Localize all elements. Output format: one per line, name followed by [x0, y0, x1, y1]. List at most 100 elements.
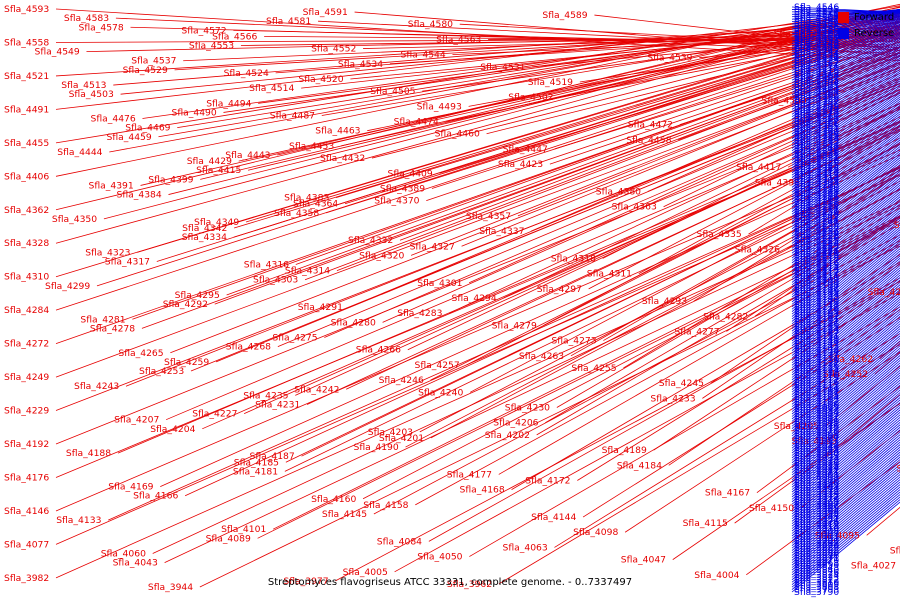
reverse-gene-label[interactable]: Sfla_3809	[794, 580, 839, 591]
forward-gene-label[interactable]: Sfla_4358	[274, 208, 319, 219]
reverse-gene-label[interactable]: Sfla_4251	[794, 204, 839, 215]
forward-gene-label[interactable]: Sfla_4275	[272, 333, 317, 344]
forward-gene-label[interactable]: Sfla_4295	[175, 290, 220, 301]
forward-gene-label[interactable]: Sfla_4342	[182, 223, 227, 234]
forward-gene-label[interactable]: Sfla_4444	[57, 147, 102, 158]
forward-gene-label[interactable]: Sfla_4417	[736, 162, 781, 173]
forward-gene-label[interactable]: Sfla_4311	[587, 269, 632, 280]
reverse-gene-label[interactable]: Sfla_4392	[794, 90, 839, 101]
reverse-gene-label[interactable]: Sfla_4222	[794, 243, 839, 254]
forward-gene-label[interactable]: Sfla_4077	[4, 539, 49, 550]
reverse-gene-label[interactable]: Sfla_3989	[794, 480, 839, 491]
reverse-gene-label[interactable]: Sfla_4068	[794, 431, 839, 442]
reverse-gene-label[interactable]: Sfla_4404	[794, 78, 839, 89]
reverse-gene-label[interactable]: Sfla_3810	[794, 577, 839, 588]
forward-gene-label[interactable]: Sfla_3944	[148, 582, 193, 593]
forward-gene-label[interactable]: Sfla_4363	[612, 202, 657, 213]
reverse-gene-label[interactable]: Sfla_4361	[794, 124, 839, 135]
reverse-gene-label[interactable]: Sfla_4400	[794, 85, 839, 96]
forward-gene-label[interactable]: Sfla_4176	[4, 473, 49, 484]
forward-gene-label[interactable]: Sfla_4346	[894, 220, 900, 231]
forward-gene-label[interactable]: Sfla_4027	[851, 561, 896, 572]
reverse-gene-label[interactable]: Sfla_3903	[794, 531, 839, 542]
reverse-gene-label[interactable]: Sfla_4369	[794, 112, 839, 123]
forward-gene-label[interactable]: Sfla_4455	[4, 138, 49, 149]
reverse-gene-label[interactable]: Sfla_4434	[794, 48, 839, 59]
reverse-gene-label[interactable]: Sfla_4250	[794, 207, 839, 218]
forward-gene-label[interactable]: Sfla_4503	[69, 89, 114, 100]
forward-gene-label[interactable]: Sfla_4337	[479, 226, 524, 237]
reverse-gene-label[interactable]: Sfla_4173	[794, 302, 839, 313]
reverse-gene-label[interactable]: Sfla_4405	[794, 75, 839, 86]
forward-gene-label[interactable]: Sfla_4323	[85, 247, 130, 258]
forward-gene-label[interactable]: Sfla_4460	[435, 129, 480, 140]
reverse-gene-label[interactable]: Sfla_4388	[794, 95, 839, 106]
forward-gene-label[interactable]: Sfla_4380	[596, 187, 641, 198]
reverse-gene-label[interactable]: Sfla_4419	[794, 63, 839, 74]
forward-gene-label[interactable]: Sfla_4182	[897, 463, 900, 474]
forward-gene-label[interactable]: Sfla_4202	[485, 430, 530, 441]
forward-gene-label[interactable]: Sfla_4474	[394, 117, 439, 128]
reverse-gene-label[interactable]: Sfla_3990	[794, 477, 839, 488]
reverse-gene-label[interactable]: Sfla_4170	[794, 304, 839, 315]
reverse-gene-label[interactable]: Sfla_3870	[794, 555, 839, 566]
forward-gene-label[interactable]: Sfla_4205	[774, 421, 819, 432]
forward-gene-label[interactable]: Sfla_4513	[61, 80, 106, 91]
reverse-gene-label[interactable]: Sfla_4496	[794, 17, 839, 28]
reverse-gene-label[interactable]: Sfla_4022	[794, 465, 839, 476]
forward-gene-label[interactable]: Sfla_4145	[322, 509, 367, 520]
reverse-gene-label[interactable]: Sfla_4119	[794, 373, 839, 384]
forward-gene-label[interactable]: Sfla_4314	[285, 266, 330, 277]
reverse-gene-label[interactable]: Sfla_4153	[794, 326, 839, 337]
reverse-gene-label[interactable]: Sfla_4356	[794, 129, 839, 140]
forward-gene-label[interactable]: Sfla_4063	[503, 543, 548, 554]
forward-gene-label[interactable]: Sfla_4201	[379, 433, 424, 444]
reverse-gene-label[interactable]: Sfla_4099	[794, 402, 839, 413]
forward-gene-label[interactable]: Sfla_4539	[647, 53, 692, 64]
forward-gene-label[interactable]: Sfla_4494	[206, 98, 251, 109]
forward-gene-label[interactable]: Sfla_4133	[56, 515, 101, 526]
reverse-gene-label[interactable]: Sfla_4080	[794, 416, 839, 427]
reverse-gene-label[interactable]: Sfla_4198	[794, 280, 839, 291]
forward-gene-label[interactable]: Sfla_4490	[172, 107, 217, 118]
forward-gene-label[interactable]: Sfla_4558	[4, 38, 49, 49]
reverse-gene-label[interactable]: Sfla_3910	[794, 524, 839, 535]
forward-gene-label[interactable]: Sfla_4089	[206, 533, 251, 544]
reverse-gene-label[interactable]: Sfla_4446	[794, 41, 839, 52]
forward-gene-label[interactable]: Sfla_4172	[525, 476, 570, 487]
reverse-gene-label[interactable]: Sfla_4163	[794, 309, 839, 320]
forward-gene-label[interactable]: Sfla_4521	[4, 71, 49, 82]
forward-gene-label[interactable]: Sfla_4563	[436, 34, 481, 45]
reverse-gene-label[interactable]: Sfla_4048	[794, 441, 839, 452]
forward-gene-label[interactable]: Sfla_4150	[749, 503, 794, 514]
reverse-gene-label[interactable]: Sfla_4454	[794, 36, 839, 47]
forward-gene-label[interactable]: Sfla_4349	[194, 217, 239, 228]
reverse-gene-label[interactable]: Sfla_4368	[794, 114, 839, 125]
reverse-gene-label[interactable]: Sfla_4126	[794, 360, 839, 371]
reverse-gene-label[interactable]: Sfla_4445	[794, 43, 839, 54]
reverse-gene-label[interactable]: Sfla_4209	[794, 275, 839, 286]
reverse-gene-label[interactable]: Sfla_3965	[794, 504, 839, 515]
reverse-gene-label[interactable]: Sfla_4507	[794, 14, 839, 25]
reverse-gene-label[interactable]: Sfla_4162	[794, 312, 839, 323]
reverse-gene-label[interactable]: Sfla_4319	[794, 168, 839, 179]
reverse-gene-label[interactable]: Sfla_4480	[794, 24, 839, 35]
reverse-gene-label[interactable]: Sfla_3888	[794, 546, 839, 557]
forward-gene-label[interactable]: Sfla_4206	[493, 418, 538, 429]
forward-gene-label[interactable]: Sfla_4190	[354, 442, 399, 453]
forward-gene-label[interactable]: Sfla_4505	[370, 86, 415, 97]
reverse-gene-label[interactable]: Sfla_4407	[794, 73, 839, 84]
reverse-gene-label[interactable]: Sfla_4347	[794, 143, 839, 154]
forward-gene-label[interactable]: Sfla_4472	[628, 120, 673, 131]
forward-gene-label[interactable]: Sfla_4229	[4, 406, 49, 417]
forward-gene-label[interactable]: Sfla_4502	[508, 92, 553, 103]
reverse-gene-label[interactable]: Sfla_4104	[794, 392, 839, 403]
reverse-gene-label[interactable]: Sfla_4026	[794, 458, 839, 469]
forward-gene-label[interactable]: Sfla_4553	[189, 41, 234, 52]
reverse-gene-label[interactable]: Sfla_4194	[794, 290, 839, 301]
forward-gene-label[interactable]: Sfla_4589	[542, 10, 587, 21]
reverse-gene-label[interactable]: Sfla_4366	[794, 119, 839, 130]
forward-gene-label[interactable]: Sfla_4185	[234, 457, 279, 468]
reverse-gene-label[interactable]: Sfla_4147	[794, 338, 839, 349]
reverse-gene-label[interactable]: Sfla_4117	[794, 375, 839, 386]
